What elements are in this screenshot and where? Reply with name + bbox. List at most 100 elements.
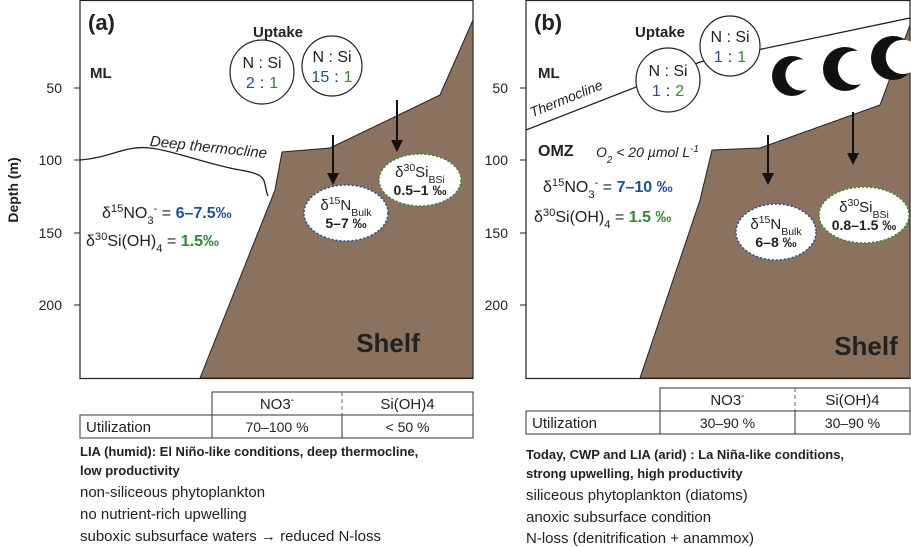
ratio-circle <box>635 47 701 113</box>
silicate-text-part: δ <box>534 209 543 226</box>
isotope-name-part: Si <box>415 164 428 181</box>
ratio-values: 2:1 <box>246 75 278 92</box>
caption-heading: strong upwelling, high productivity <box>526 466 743 481</box>
shelf-label: Shelf <box>356 328 420 358</box>
y-tick-label: 200 <box>485 297 509 313</box>
isotope-name-part: Bulk <box>781 226 802 238</box>
arrow-head <box>847 153 859 165</box>
isotope-value: 6–8 ‰ <box>755 234 796 250</box>
arrow-head <box>391 140 403 152</box>
isotope-name-part: 15 <box>759 214 771 226</box>
thermocline <box>79 146 269 197</box>
isotope-ellipse <box>303 184 389 242</box>
silicate-text-part: 30 <box>543 207 555 219</box>
isotope-name-part: BSi <box>429 174 445 186</box>
nitrate-text-part: 3 <box>147 215 153 227</box>
table-header-cell: NO3- <box>260 394 295 413</box>
y-tick-label: 150 <box>39 225 63 241</box>
isotope-name-part: δ <box>320 197 328 214</box>
isotope-name: δ30SiBSi <box>839 197 889 221</box>
isotope-ellipse <box>735 203 817 261</box>
table-header-cell-part: Si(OH) <box>380 396 426 413</box>
ratio-values: 1:2 <box>652 83 684 100</box>
table-row <box>525 410 911 435</box>
nitrate-text-part: NO <box>564 179 588 196</box>
nitrate-text-part: - <box>595 177 599 189</box>
silicate-text-part: 30 <box>95 231 107 243</box>
ratio-label: N : Si <box>648 63 687 80</box>
oxygen-label-part: 2 <box>606 155 613 166</box>
table-header-cell-part: Si(OH) <box>825 392 871 409</box>
ratio-n: 1 <box>652 83 661 100</box>
y-tick-label: 150 <box>485 225 509 241</box>
nitrate-text: δ15NO3- = 7–10 ‰ <box>543 177 673 201</box>
table-row <box>79 414 474 439</box>
diatom-cut <box>785 59 817 91</box>
table-cell: 70–100 % <box>245 419 308 435</box>
y-axis-label: Depth (m) <box>5 157 21 222</box>
table-header-cell-part: NO <box>710 392 733 409</box>
diatom-cut <box>837 50 873 86</box>
ratio-si: 1 <box>269 75 278 92</box>
ratio-colon: : <box>666 83 670 100</box>
caption-line: N-loss (denitrification + anammox) <box>526 530 754 547</box>
ml-label: ML <box>90 65 112 82</box>
thermocline <box>525 17 911 131</box>
caption-heading: low productivity <box>80 463 180 478</box>
ratio-colon: : <box>728 49 732 66</box>
nitrate-text-part: δ <box>543 179 552 196</box>
table-header-cell-part: - <box>291 394 295 406</box>
silicate-text-part: 4 <box>604 219 610 231</box>
y-tick-label: 200 <box>39 297 63 313</box>
nitrate-text-part: 15 <box>552 177 564 189</box>
ratio-label: N : Si <box>242 55 281 72</box>
nitrate-text-part: = <box>157 205 175 222</box>
arrow-head <box>327 173 339 185</box>
ratio-si: 1 <box>344 69 353 86</box>
isotope-name-part: 30 <box>847 197 859 209</box>
nitrate-text-part: NO <box>123 205 147 222</box>
y-tick-label: 100 <box>39 152 63 168</box>
isotope-name-part: δ <box>395 164 403 181</box>
shelf-label: Shelf <box>834 331 898 361</box>
silicate-text-part: 1.5 ‰ <box>629 209 672 226</box>
ratio-circle <box>699 15 761 77</box>
isotope-value: 0.5–1 ‰ <box>394 182 447 198</box>
ratio-n: 15 <box>311 69 329 86</box>
ratio-values: 1:1 <box>714 49 746 66</box>
caption-line: anoxic subsurface condition <box>526 509 711 526</box>
arrow-head <box>762 173 774 185</box>
nitrate-text: δ15NO3- = 6–7.5‰ <box>102 203 232 227</box>
silicate-text-part: = <box>162 233 180 250</box>
silicate-text-part: 1.5‰ <box>181 233 219 250</box>
table-row-label: Utilization <box>86 419 151 436</box>
nitrate-text-part: 3 <box>588 189 594 201</box>
table-header-cell-part: 4 <box>871 392 879 409</box>
ratio-circle <box>301 35 363 97</box>
ratio-values: 15:1 <box>311 69 352 86</box>
isotope-name-part: BSi <box>873 209 889 221</box>
table-header-cell-part: 4 <box>426 396 434 413</box>
isotope-name-part: 30 <box>403 162 415 174</box>
table-header-cell-part: 3 <box>733 392 741 409</box>
isotope-name-part: N <box>770 216 781 233</box>
isotope-ellipse <box>818 186 910 244</box>
table-row-label: Utilization <box>532 415 597 432</box>
ratio-label: N : Si <box>312 49 351 66</box>
diatom-cut <box>885 39 911 75</box>
uptake-label: Uptake <box>635 24 685 41</box>
y-tick-label: 50 <box>492 80 508 96</box>
isotope-name: δ30SiBSi <box>395 162 445 186</box>
y-tick-label: 50 <box>46 80 62 96</box>
table-header-cell: Si(OH)4 <box>380 396 434 413</box>
oxygen-label-part: O <box>596 144 607 160</box>
oxygen-label-part: < 20 µmol L <box>612 144 690 160</box>
silicate-text: δ30Si(OH)4 = 1.5 ‰ <box>534 207 671 231</box>
isotope-name-part: δ <box>839 199 847 216</box>
table-cell: 30–90 % <box>700 415 755 431</box>
caption-line: suboxic subsurface waters → reduced N-lo… <box>80 528 381 545</box>
silicate-text-part: = <box>610 209 628 226</box>
isotope-name: δ15NBulk <box>320 195 372 219</box>
caption-heading: LIA (humid): El Niño-like conditions, de… <box>80 444 418 459</box>
